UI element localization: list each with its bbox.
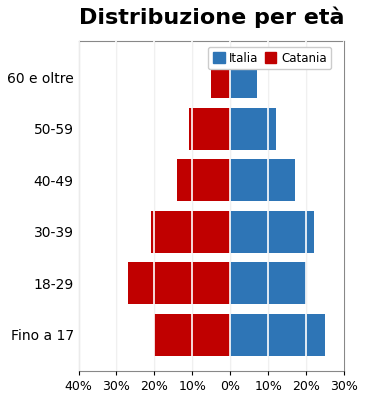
Title: Distribuzione per età: Distribuzione per età — [78, 7, 344, 28]
Legend: Italia, Catania: Italia, Catania — [208, 47, 331, 70]
Bar — [151, 211, 230, 253]
Bar — [230, 56, 257, 98]
Bar — [230, 211, 314, 253]
Bar — [189, 108, 230, 150]
Bar — [211, 56, 230, 98]
Bar — [230, 108, 276, 150]
Bar — [177, 159, 230, 202]
Bar — [230, 159, 295, 202]
Bar — [230, 262, 306, 304]
Bar — [128, 262, 230, 304]
Bar — [154, 314, 230, 356]
Bar — [230, 314, 325, 356]
